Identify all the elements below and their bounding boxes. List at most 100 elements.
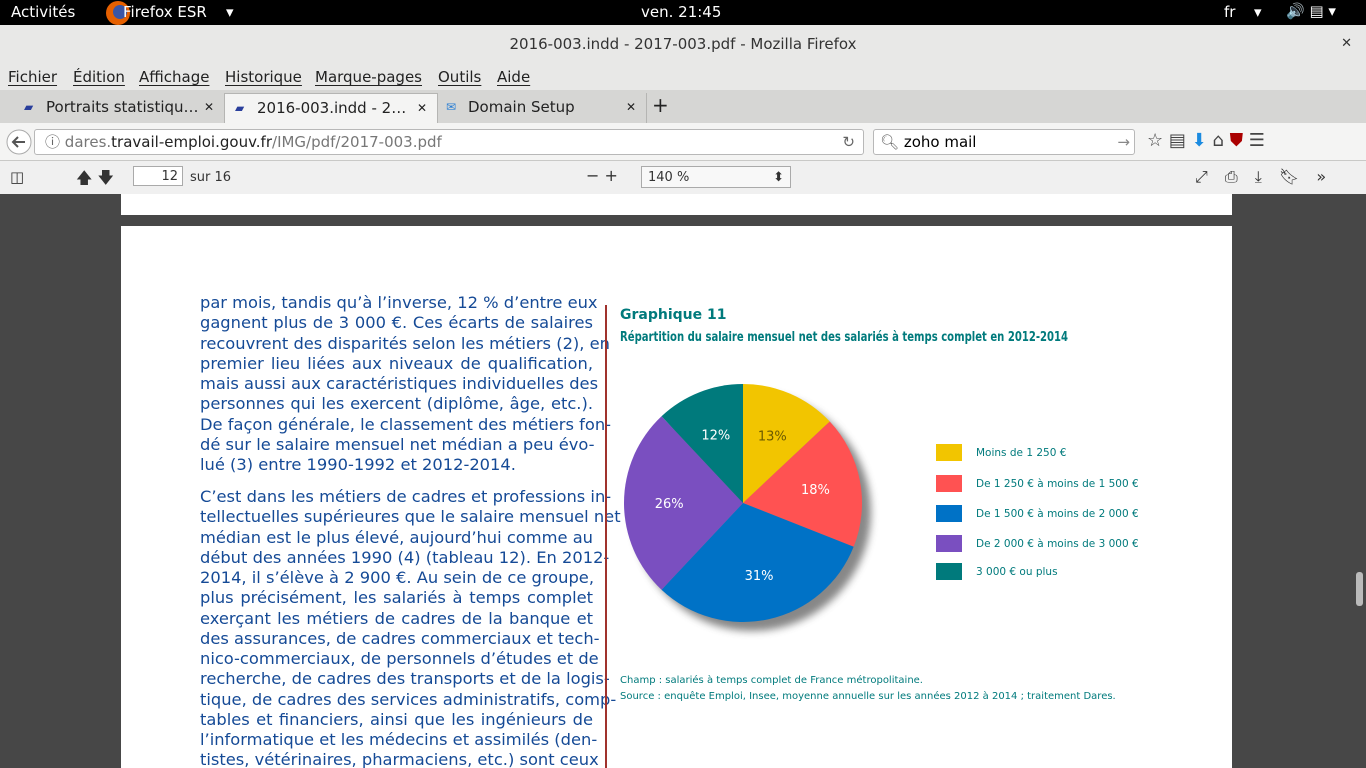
- legend-label: De 1 250 € à moins de 1 500 €: [976, 478, 1139, 490]
- menu-item[interactable]: Édition: [73, 68, 125, 86]
- tab-title: Domain Setup: [468, 98, 575, 116]
- text-line: De façon générale, le classement des mét…: [200, 414, 612, 434]
- close-button[interactable]: ✕: [1341, 36, 1352, 51]
- page-input[interactable]: 12: [133, 166, 183, 186]
- text-line: nico-commerciaux, de personnels d’études…: [200, 649, 599, 668]
- tab-icon: ▰: [235, 101, 245, 115]
- toolbar-icons[interactable]: ☆ ▤ ⬇ ⌂ ⛊ ☰: [1147, 130, 1265, 151]
- tab-bar: ▰ Portraits statistiqu… ✕ ▰ 2016-003.indd - …: [0, 90, 1366, 124]
- menu-item[interactable]: Marque-pages: [315, 68, 422, 86]
- zoom-value: 140 %: [648, 170, 690, 185]
- text-line: 2014, il s’élève à 2 900 €. Au sein de c…: [200, 568, 594, 587]
- slice-label: 26%: [655, 497, 684, 512]
- text-line: recouvrent des disparités selon les méti…: [200, 333, 610, 353]
- system-bar: Activités Firefox ESR ▾ ven. 21:45 fr ▾ …: [0, 0, 1366, 25]
- app-menu[interactable]: Firefox ESR: [123, 3, 207, 21]
- lang-arrow: ▾: [1254, 3, 1262, 21]
- search-go[interactable]: →: [1117, 133, 1130, 151]
- tab[interactable]: ✉ Domain Setup ✕: [436, 93, 647, 123]
- info-icon: ⓘ: [45, 133, 61, 151]
- text-line: plus précisément, les salariés à temps c…: [200, 588, 593, 608]
- scrollbar-thumb[interactable]: [1356, 572, 1363, 606]
- slice-label: 13%: [758, 429, 787, 444]
- status-icons[interactable]: 🔊 ▤ ▾: [1286, 2, 1336, 20]
- pdf-actions[interactable]: ⤢ ⎙ ⤓ 🔖︎ »: [1195, 167, 1327, 186]
- tab-close[interactable]: ✕: [416, 101, 427, 115]
- menu-item[interactable]: Outils: [438, 68, 482, 86]
- pie-slice: [624, 416, 743, 590]
- firefox-icon: [106, 1, 130, 25]
- legend-swatch: [936, 475, 962, 492]
- chart-title: Graphique 11: [620, 307, 726, 323]
- text-line: lué (3) entre 1990-1992 et 2012-2014.: [200, 455, 516, 474]
- text-line: exerçant les métiers de cadres de la ban…: [200, 608, 593, 628]
- text-line: médian est le plus élevé, aujourd’hui co…: [200, 527, 593, 547]
- clock[interactable]: ven. 21:45: [641, 3, 722, 21]
- slice-label: 18%: [801, 483, 830, 498]
- text-line: mais aussi aux caractéristiques individu…: [200, 374, 599, 393]
- pie-slice: [661, 503, 854, 622]
- new-tab[interactable]: +: [652, 93, 669, 117]
- sidebar-toggle[interactable]: ◫: [10, 168, 25, 186]
- pie-slice: [743, 421, 862, 547]
- zoom-select[interactable]: 140 % ⬍: [641, 166, 791, 188]
- url-host: travail-emploi.gouv.fr: [111, 133, 273, 151]
- search-text: zoho mail: [903, 133, 977, 151]
- text-line: des assurances, de cadres commerciaux et…: [200, 628, 600, 648]
- legend-swatch: [936, 505, 962, 522]
- menu-item[interactable]: Fichier: [8, 68, 58, 86]
- chart-note: Champ : salariés à temps complet de Fran…: [620, 674, 923, 686]
- text-line: recherche, de cadres des transports et d…: [200, 669, 610, 689]
- tab-icon: ✉: [446, 100, 457, 114]
- pie-slice: [743, 384, 830, 503]
- activities[interactable]: Activités: [11, 3, 76, 21]
- legend-swatch: [936, 444, 962, 461]
- tab[interactable]: ▰ Portraits statistiqu… ✕: [14, 93, 225, 123]
- chart-note: Source : enquête Emploi, Insee, moyenne …: [620, 690, 1116, 702]
- page-nav[interactable]: 🡅 🡇: [76, 168, 114, 187]
- text-line: tellectuelles supérieures que le salaire…: [200, 507, 621, 527]
- search-bar[interactable]: 🔍︎ zoho mail →: [873, 129, 1135, 155]
- url-path: /IMG/pdf/2017-003.pdf: [272, 133, 442, 151]
- chart: Graphique 11 Répartition du salaire mens…: [605, 305, 1139, 768]
- url-sub: dares.: [64, 133, 112, 151]
- text-line: l’informatique et les médecins et assimi…: [200, 730, 598, 749]
- legend-label: De 1 500 € à moins de 2 000 €: [976, 508, 1139, 520]
- menu-item[interactable]: Historique: [225, 68, 302, 86]
- zoom-arrow: ⬍: [773, 170, 784, 185]
- legend-swatch: [936, 535, 962, 552]
- text-line: premier lieu liées aux niveaux de qualif…: [200, 353, 593, 373]
- nav-bar: ⓘ dares.travail-emploi.gouv.fr/IMG/pdf/2…: [0, 123, 1366, 161]
- pdf-toolbar: ◫ 🡅 🡇 12 sur 16 − + 140 % ⬍ ⤢ ⎙ ⤓ 🔖︎ »: [0, 161, 1366, 195]
- title-bar: 2016-003.indd - 2017-003.pdf - Mozilla F…: [0, 25, 1366, 62]
- back-button[interactable]: [6, 129, 32, 155]
- text-line: tables et financiers, ainsi que les ingé…: [200, 709, 593, 729]
- tab-title: 2016-003.indd - 2…: [257, 99, 407, 117]
- language[interactable]: fr: [1224, 3, 1236, 21]
- reload-button[interactable]: ↻: [842, 133, 855, 151]
- menu-item[interactable]: Affichage: [139, 68, 210, 86]
- legend-label: De 2 000 € à moins de 3 000 €: [976, 538, 1139, 550]
- legend-label: 3 000 € ou plus: [976, 566, 1058, 578]
- window-title: 2016-003.indd - 2017-003.pdf - Mozilla F…: [509, 35, 857, 53]
- slice-label: 31%: [745, 569, 774, 584]
- app-menu-arrow: ▾: [226, 3, 234, 21]
- tab-icon: ▰: [24, 100, 34, 114]
- tab[interactable]: ▰ 2016-003.indd - 2… ✕: [224, 93, 438, 124]
- page-total: sur 16: [190, 170, 232, 185]
- text-line: C’est dans les métiers de cadres et prof…: [200, 487, 612, 506]
- text-line: personnes qui les exercent (diplôme, âge…: [200, 394, 593, 414]
- search-icon: 🔍︎: [880, 133, 900, 151]
- url-bar[interactable]: ⓘ dares.travail-emploi.gouv.fr/IMG/pdf/2…: [34, 129, 864, 155]
- menu-bar: Fichier Édition Affichage Historique Marque-…: [0, 62, 1366, 90]
- tab-close[interactable]: ✕: [203, 100, 214, 114]
- previous-page: [121, 194, 1232, 215]
- text-line: gagnent plus de 3 000 €. Ces écarts de s…: [200, 313, 593, 333]
- slice-label: 12%: [701, 428, 730, 443]
- text-line: tique, de cadres des services administra…: [200, 689, 617, 709]
- zoom-buttons[interactable]: − +: [586, 166, 618, 185]
- legend-swatch: [936, 563, 962, 580]
- tab-close[interactable]: ✕: [625, 100, 636, 114]
- menu-item[interactable]: Aide: [497, 68, 531, 86]
